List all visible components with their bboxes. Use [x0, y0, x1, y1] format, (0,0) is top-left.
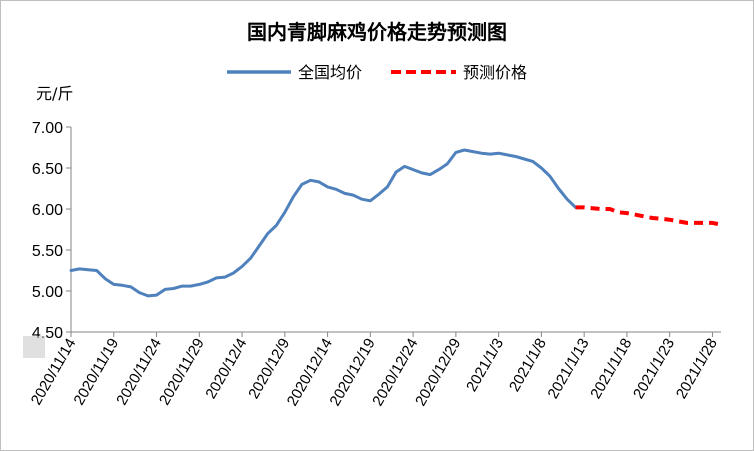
- y-tick-label: 6.00: [32, 202, 63, 219]
- x-tick-label: 2021/1/8: [506, 336, 550, 395]
- x-tick-label: 2020/12/9: [245, 336, 293, 402]
- y-tick-labels: 4.505.005.506.006.507.00: [32, 120, 63, 342]
- x-tick-label: 2021/1/28: [673, 336, 721, 402]
- series-line-1: [575, 205, 722, 227]
- legend: 全国均价 预测价格: [227, 63, 527, 82]
- series-lines: [69, 148, 722, 298]
- x-tick-label: 2021/1/3: [463, 336, 507, 395]
- y-tick-label: 5.00: [32, 284, 63, 301]
- x-tick-label: 2021/1/18: [587, 336, 635, 402]
- watermark-logo: [23, 336, 45, 358]
- watermark: [23, 336, 45, 358]
- x-tick-label: 2021/1/23: [630, 336, 678, 402]
- y-axis-unit-label: 元/斤: [36, 84, 73, 103]
- legend-label-series-1: 预测价格: [463, 63, 527, 82]
- y-tick-label: 6.50: [32, 161, 63, 178]
- series-line-0: [69, 148, 578, 298]
- x-tick-labels: 2020/11/142020/11/192020/11/242020/11/29…: [28, 336, 721, 410]
- y-tick-label: 5.50: [32, 243, 63, 260]
- y-tick-label: 7.00: [32, 120, 63, 137]
- x-tick-label: 2021/1/13: [545, 336, 593, 402]
- axes: [66, 126, 721, 337]
- x-tick-label: 2020/12/4: [202, 336, 250, 402]
- x-tick-label: 2020/11/29: [156, 336, 208, 409]
- legend-label-series-0: 全国均价: [298, 63, 362, 82]
- chart-title: 国内青脚麻鸡价格走势预测图: [247, 20, 507, 44]
